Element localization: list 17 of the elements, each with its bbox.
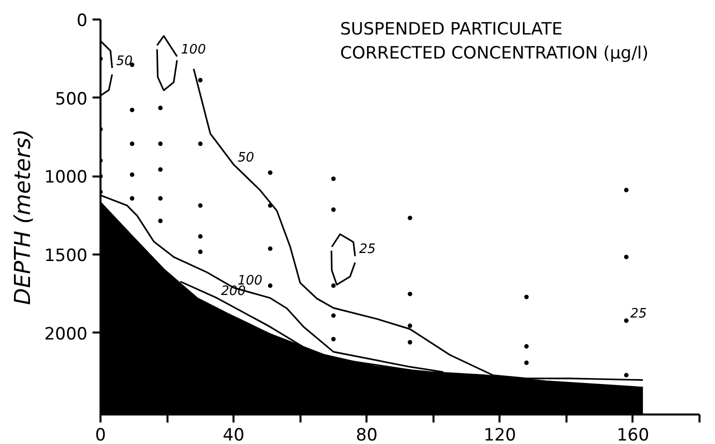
y-tick-label: 2000 xyxy=(44,324,88,344)
x-tick-label: 0 xyxy=(95,426,106,444)
text: SUSPENDED PARTICULATE CORRECTED CONCENTRATION (µg/l) xyxy=(340,20,649,64)
annotation: 100 xyxy=(181,42,206,58)
annotation: 50 xyxy=(238,150,254,166)
x-tick-label: 80 xyxy=(356,426,378,444)
y-tick-label: 500 xyxy=(55,89,88,110)
y-axis-title: DEPTH (meters) xyxy=(11,129,36,305)
x-tick-label: 40 xyxy=(222,426,244,444)
y-tick-label: 1500 xyxy=(44,246,88,266)
y-tick-label: 1000 xyxy=(44,168,88,188)
annotation: 25 xyxy=(359,242,376,258)
annotation: 50 xyxy=(116,54,133,70)
x-tick-label: 120 xyxy=(484,426,516,444)
y-tick-label: 0 xyxy=(76,11,88,31)
x-tick-label: 160 xyxy=(616,426,650,444)
annotation: 25 xyxy=(630,306,647,322)
